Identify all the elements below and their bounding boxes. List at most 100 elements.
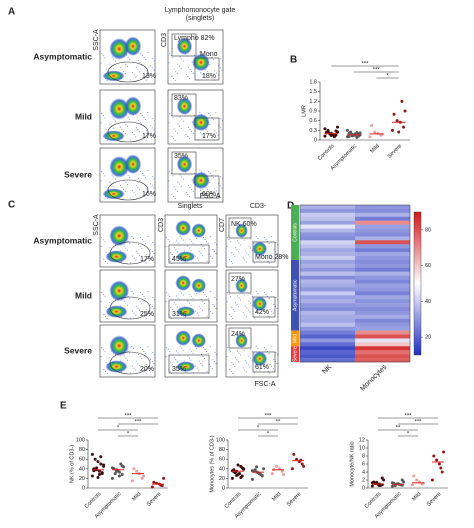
flow-dot <box>215 190 217 192</box>
flow-blob <box>176 97 193 115</box>
group-label: Controls <box>292 223 298 242</box>
flow-dot <box>276 244 278 246</box>
flow-dot <box>181 176 183 178</box>
flow-dot <box>269 262 271 264</box>
y-tick-label: 10 <box>359 445 365 451</box>
flow-dot <box>270 291 272 293</box>
flow-dot <box>215 51 217 53</box>
label: 24% <box>231 331 245 338</box>
flow-dot <box>179 235 181 237</box>
flow-dot <box>179 174 181 176</box>
flow-dot <box>109 181 111 183</box>
axis-label: FSC-A <box>255 381 276 388</box>
gate <box>109 296 151 320</box>
flow-dot <box>129 118 131 120</box>
flow-dot <box>191 295 193 297</box>
flow-dot <box>102 173 104 175</box>
flow-dot <box>203 136 205 138</box>
data-point <box>113 472 117 476</box>
heat-cell <box>300 314 355 320</box>
heat-cell <box>300 236 355 241</box>
y-tick-label: 20 <box>79 476 85 482</box>
flow-dot <box>150 183 152 185</box>
flow-dot <box>145 119 147 121</box>
flow-dot <box>140 347 142 349</box>
flow-dot <box>182 294 184 296</box>
flow-dot <box>219 67 221 69</box>
flow-dot <box>176 361 178 363</box>
flow-dot <box>230 351 232 353</box>
flow-dot <box>196 312 198 314</box>
flow-dot <box>146 363 148 365</box>
flow-dot <box>129 242 131 244</box>
heat-cell <box>355 283 410 288</box>
flow-dot <box>207 353 209 355</box>
axis-label: NK (% of CD3-) <box>69 445 75 483</box>
flow-dot <box>263 237 265 239</box>
flow-dot <box>127 359 128 361</box>
heat-cell <box>355 350 410 355</box>
flow-dot <box>166 292 168 294</box>
flow-dot <box>168 122 170 124</box>
flow-dot <box>268 298 270 300</box>
flow-dot <box>202 245 204 247</box>
flow-dot <box>276 363 278 365</box>
flow-dot <box>247 254 249 256</box>
gate <box>107 61 149 83</box>
flow-dot <box>135 314 137 316</box>
flow-dot <box>215 354 217 356</box>
flow-dot <box>103 369 105 371</box>
flow-dot <box>243 349 245 351</box>
flow-dot <box>150 65 152 67</box>
heat-cell <box>355 279 410 284</box>
flow-dot <box>99 345 101 347</box>
flow-dot <box>129 262 131 264</box>
flow-dot <box>189 186 191 188</box>
flow-dot <box>188 138 190 140</box>
data-point <box>235 474 239 478</box>
heat-cell <box>355 252 410 257</box>
heat-cell <box>355 318 410 323</box>
data-point <box>282 473 286 477</box>
flow-dot <box>215 253 217 255</box>
sig-label: *** <box>124 414 132 420</box>
header: Singlets <box>178 203 203 210</box>
label: NK 60% <box>231 221 257 228</box>
flow-dot <box>147 111 149 113</box>
flow-dot <box>257 292 259 294</box>
flow-dot <box>139 180 141 182</box>
flow-dot <box>236 350 238 352</box>
data-point <box>99 455 103 459</box>
flow-dot <box>267 315 269 317</box>
flow-dot <box>141 54 143 56</box>
flow-dot <box>206 351 208 353</box>
heat-cell <box>300 220 355 225</box>
data-point <box>370 484 374 488</box>
label: 61% <box>255 364 269 371</box>
flow-dot <box>202 347 204 349</box>
flow-dot <box>139 355 141 357</box>
flow-dot <box>183 360 185 362</box>
data-point <box>93 457 97 461</box>
label: 18% <box>202 73 216 80</box>
flow-dot <box>236 249 238 251</box>
flow-dot <box>143 57 145 59</box>
label: Mono 28% <box>255 254 288 261</box>
flow-dot <box>187 66 189 68</box>
gate <box>228 217 252 239</box>
flow-dot <box>99 169 101 171</box>
flow-dot <box>212 304 214 306</box>
flow-dot <box>129 197 131 199</box>
flow-dot <box>252 295 254 297</box>
flow-dot <box>255 345 257 347</box>
flow-blob <box>252 241 268 257</box>
flow-dot <box>200 362 202 364</box>
flow-dot <box>152 352 154 354</box>
flow-dot <box>152 118 154 120</box>
flow-dot <box>217 74 219 76</box>
flow-blob <box>105 305 128 318</box>
flow-dot <box>269 253 271 255</box>
flow-dot <box>191 70 193 72</box>
flow-dot <box>271 310 273 312</box>
heat-cell <box>300 259 355 265</box>
